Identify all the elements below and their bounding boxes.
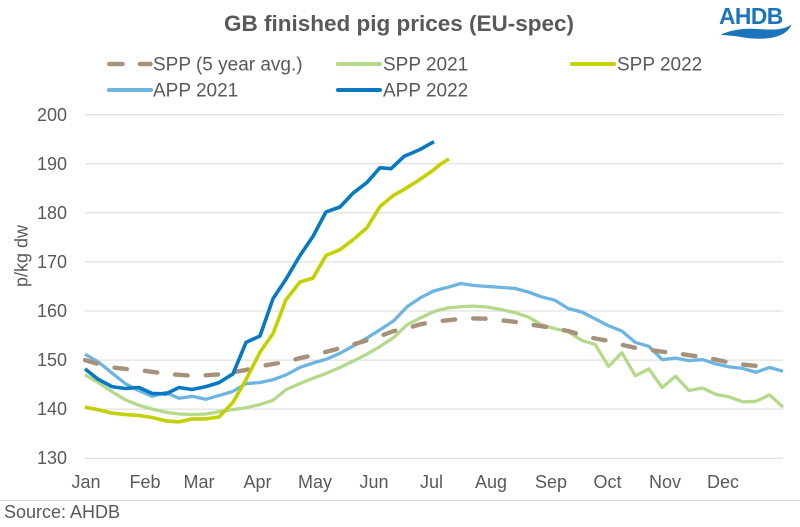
- svg-text:May: May: [298, 472, 332, 492]
- svg-text:Jun: Jun: [359, 472, 388, 492]
- svg-text:GB finished pig prices (EU-spe: GB finished pig prices (EU-spec): [224, 11, 574, 36]
- svg-text:160: 160: [37, 301, 67, 321]
- svg-text:Nov: Nov: [649, 472, 681, 492]
- svg-text:Mar: Mar: [184, 472, 215, 492]
- svg-text:180: 180: [37, 203, 67, 223]
- svg-text:140: 140: [37, 399, 67, 419]
- svg-text:Jul: Jul: [420, 472, 443, 492]
- svg-text:Dec: Dec: [707, 472, 739, 492]
- svg-text:SPP 2021: SPP 2021: [383, 55, 468, 76]
- svg-text:Source: AHDB: Source: AHDB: [4, 502, 120, 522]
- svg-text:SPP (5 year avg.): SPP (5 year avg.): [153, 55, 303, 76]
- svg-text:p/kg dw: p/kg dw: [12, 224, 32, 287]
- svg-text:AHDB: AHDB: [719, 3, 783, 29]
- svg-text:Feb: Feb: [129, 472, 160, 492]
- svg-text:Aug: Aug: [475, 472, 507, 492]
- svg-text:Oct: Oct: [593, 472, 621, 492]
- svg-text:APP 2022: APP 2022: [383, 81, 468, 102]
- svg-text:Apr: Apr: [243, 472, 271, 492]
- svg-text:SPP 2022: SPP 2022: [617, 55, 702, 76]
- svg-text:150: 150: [37, 350, 67, 370]
- svg-text:200: 200: [37, 105, 67, 125]
- svg-text:Jan: Jan: [71, 472, 100, 492]
- svg-text:APP 2021: APP 2021: [153, 81, 238, 102]
- svg-text:190: 190: [37, 154, 67, 174]
- svg-text:170: 170: [37, 252, 67, 272]
- svg-text:Sep: Sep: [535, 472, 567, 492]
- svg-text:130: 130: [37, 448, 67, 468]
